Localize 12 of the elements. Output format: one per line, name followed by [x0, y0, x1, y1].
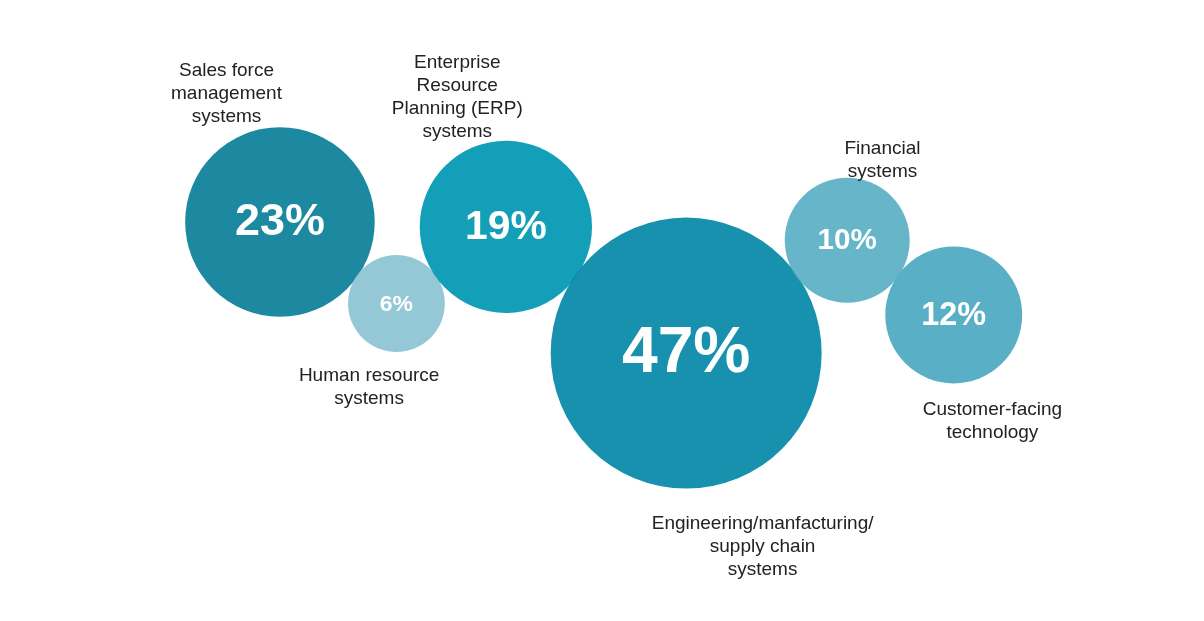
category-label: Financial systems: [844, 136, 921, 181]
category-label: Sales force management systems: [171, 59, 283, 126]
data-label: 47%: [621, 314, 751, 387]
data-label: 10%: [817, 222, 877, 256]
data-label: 23%: [235, 193, 325, 245]
category-label: Enterprise Resource Planning (ERP) systems: [391, 50, 523, 141]
data-label: 12%: [921, 295, 987, 332]
category-label: Human resource systems: [298, 364, 440, 409]
data-label: 19%: [465, 201, 547, 248]
data-label: 6%: [379, 289, 414, 316]
category-label: Engineering/manfacturing/ supply chain systems: [651, 512, 875, 579]
category-label: Customer-facing technology: [922, 398, 1063, 443]
